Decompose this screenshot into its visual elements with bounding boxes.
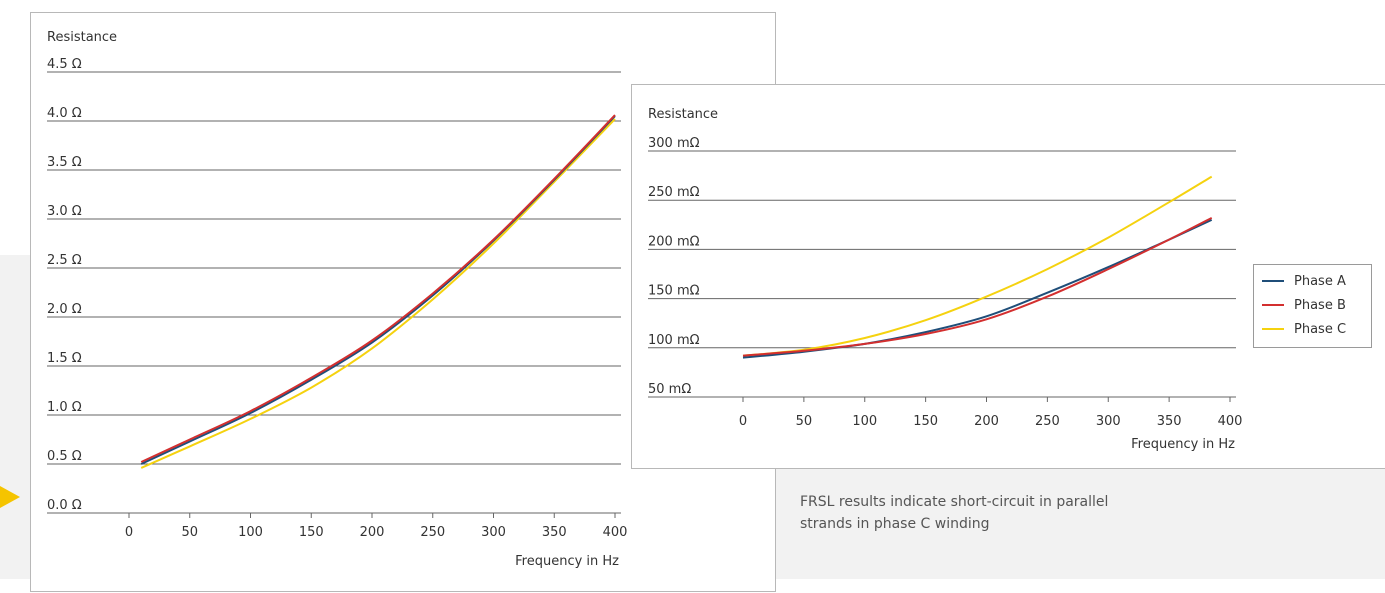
series-line-ohm-phase-a [140,115,616,465]
x-tick-label-milliohm-4: 200 [974,414,999,429]
series-line-ohm-phase-b [140,114,616,463]
x-tick-label-ohm-7: 350 [542,525,567,540]
y-tick-label-ohm-9: 4.5 Ω [47,57,82,72]
y-tick-label-ohm-4: 2.0 Ω [47,302,82,317]
y-tick-label-ohm-2: 1.0 Ω [47,400,82,415]
y-tick-label-milliohm-1: 100 mΩ [648,333,700,348]
y-tick-label-milliohm-5: 300 mΩ [648,136,700,151]
x-tick-label-milliohm-1: 50 [796,414,813,429]
x-tick-label-ohm-1: 50 [181,525,198,540]
y-axis-title-ohm: Resistance [47,30,117,45]
series-line-milliohm-phase-a [742,218,1213,359]
y-tick-label-milliohm-0: 50 mΩ [648,382,691,397]
x-axis-title-ohm: Frequency in Hz [515,554,619,569]
y-tick-label-ohm-8: 4.0 Ω [47,106,82,121]
legend-item-phase-b: Phase B [1262,293,1371,317]
x-tick-label-milliohm-7: 350 [1157,414,1182,429]
legend-label-phase-b: Phase B [1294,297,1346,313]
x-tick-label-ohm-8: 400 [603,525,628,540]
x-tick-label-milliohm-2: 100 [852,414,877,429]
series-line-ohm-phase-c [140,118,616,469]
legend: Phase A Phase B Phase C [1253,264,1372,348]
x-tick-label-milliohm-5: 250 [1035,414,1060,429]
legend-swatch-phase-b [1262,304,1284,306]
x-tick-label-ohm-3: 150 [299,525,324,540]
y-tick-label-ohm-3: 1.5 Ω [47,351,82,366]
x-axis-title-milliohm: Frequency in Hz [1131,437,1235,452]
legend-label-phase-c: Phase C [1294,321,1347,337]
y-tick-label-ohm-6: 3.0 Ω [47,204,82,219]
marker-arrow-icon [0,486,20,508]
y-tick-label-ohm-5: 2.5 Ω [47,253,82,268]
caption-text: FRSL results indicate short-circuit in p… [800,494,1109,532]
y-tick-label-ohm-1: 0.5 Ω [47,449,82,464]
y-tick-label-ohm-0: 0.0 Ω [47,498,82,513]
x-tick-label-ohm-6: 300 [481,525,506,540]
y-axis-title-milliohm: Resistance [648,107,718,122]
legend-swatch-phase-c [1262,328,1284,330]
chart-ohm: Resistance 0.0 Ω 0.5 Ω 1.0 Ω 1.5 Ω 2.0 Ω 2.5 Ω… [47,30,628,569]
legend-item-phase-c: Phase C [1262,317,1371,341]
chart-milliohm: Resistance 50 mΩ 100 mΩ 150 mΩ 200 mΩ 250 mΩ 3… [648,107,1243,452]
x-tick-label-milliohm-6: 300 [1096,414,1121,429]
y-tick-label-milliohm-3: 200 mΩ [648,234,700,249]
x-tick-label-milliohm-8: 400 [1218,414,1243,429]
legend-label-phase-a: Phase A [1294,273,1346,289]
series-line-milliohm-phase-b [742,217,1213,357]
x-tick-label-ohm-2: 100 [238,525,263,540]
legend-swatch-phase-a [1262,280,1284,282]
x-tick-label-milliohm-3: 150 [913,414,938,429]
x-tick-label-ohm-5: 250 [420,525,445,540]
series-line-milliohm-phase-c [742,175,1213,357]
y-tick-label-milliohm-4: 250 mΩ [648,185,700,200]
legend-item-phase-a: Phase A [1262,269,1371,293]
x-tick-label-ohm-4: 200 [360,525,385,540]
y-tick-label-milliohm-2: 150 mΩ [648,284,700,299]
x-tick-label-ohm-0: 0 [125,525,133,540]
y-tick-label-ohm-7: 3.5 Ω [47,155,82,170]
x-tick-label-milliohm-0: 0 [739,414,747,429]
